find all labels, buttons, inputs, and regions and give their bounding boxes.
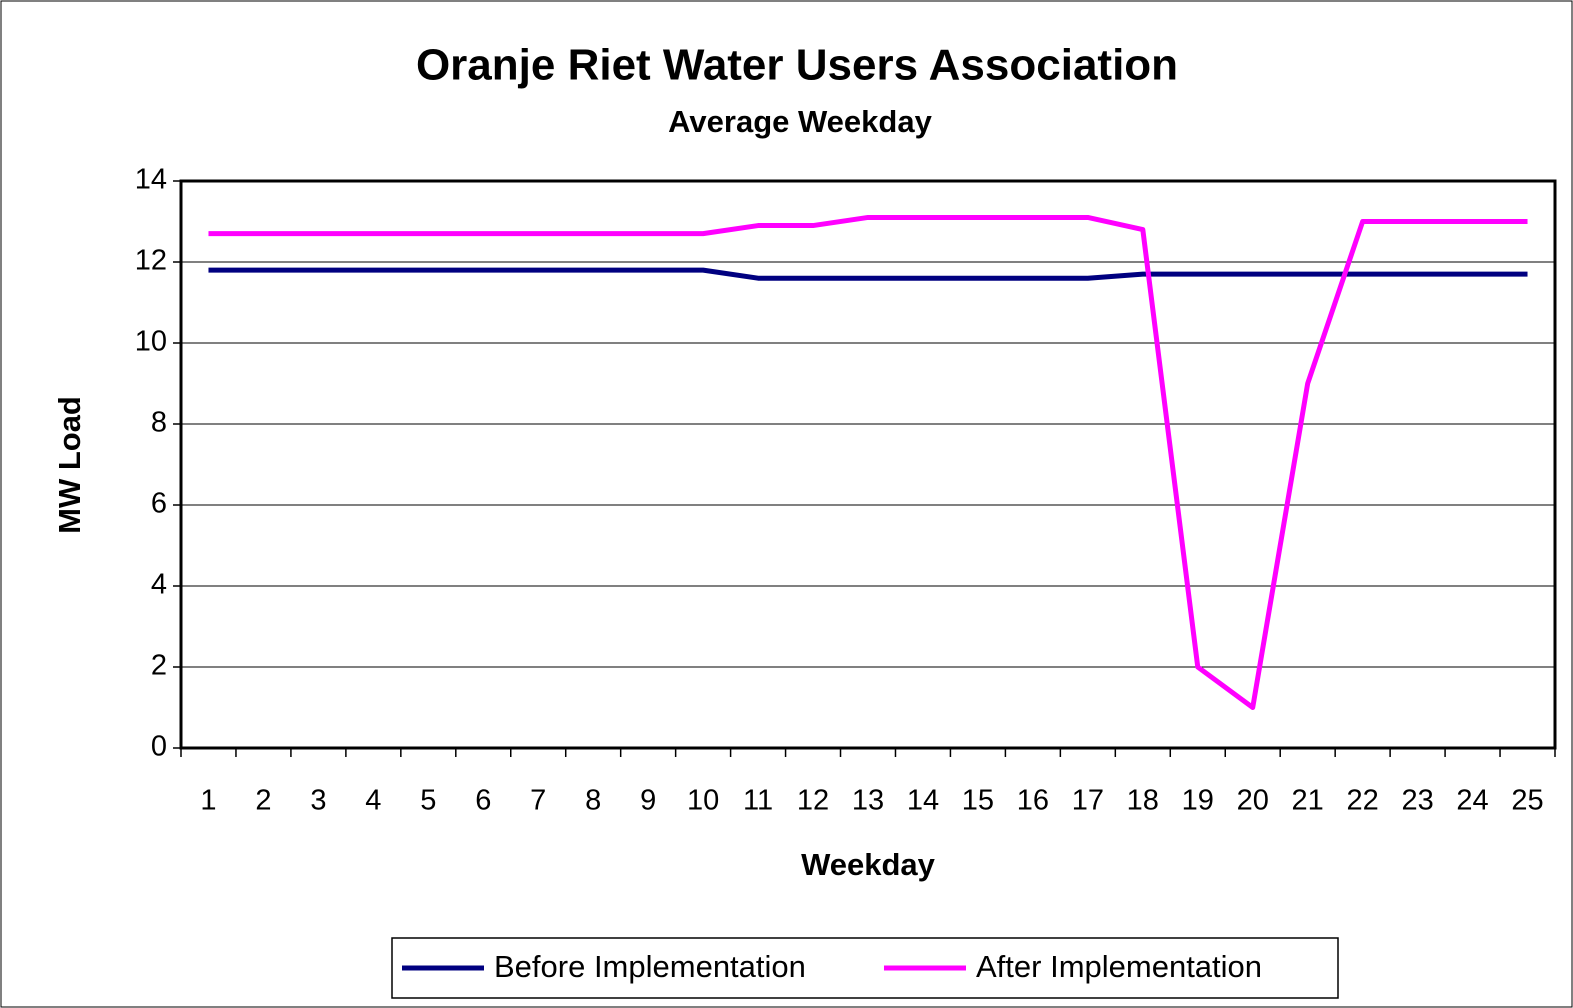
- x-tick-label: 6: [475, 785, 491, 817]
- x-tick-label: 20: [1237, 785, 1269, 817]
- x-tick-label: 14: [907, 785, 939, 817]
- x-tick-label: 25: [1511, 785, 1543, 817]
- x-axis-title: Weekday: [801, 847, 936, 882]
- x-tick-label: 10: [687, 785, 719, 817]
- x-tick-label: 17: [1072, 785, 1104, 817]
- y-tick-label: 4: [151, 569, 167, 601]
- chart-subtitle: Average Weekday: [668, 104, 932, 139]
- legend-label: After Implementation: [976, 949, 1262, 984]
- x-tick-label: 13: [852, 785, 884, 817]
- x-tick-label: 4: [365, 785, 381, 817]
- y-tick-label: 6: [151, 488, 167, 520]
- x-tick-label: 1: [200, 785, 216, 817]
- y-tick-label: 12: [135, 245, 167, 277]
- x-tick-label: 19: [1182, 785, 1214, 817]
- x-tick-label: 23: [1401, 785, 1433, 817]
- x-tick-label: 5: [420, 785, 436, 817]
- x-tick-label: 16: [1017, 785, 1049, 817]
- legend-box: [391, 937, 1339, 999]
- x-tick-label: 18: [1127, 785, 1159, 817]
- legend-label: Before Implementation: [494, 949, 806, 984]
- data-line: [208, 267, 1528, 281]
- y-tick-label: 10: [135, 326, 167, 358]
- x-tick-label: 2: [255, 785, 271, 817]
- y-tick-label: 8: [151, 407, 167, 439]
- x-tick-label: 9: [640, 785, 656, 817]
- x-tick-label: 3: [310, 785, 326, 817]
- data-line: [208, 214, 1528, 710]
- x-tick-label: 21: [1292, 785, 1324, 817]
- y-tick-label: 14: [135, 164, 167, 196]
- x-tick-label: 11: [743, 785, 773, 817]
- x-tick-label: 8: [585, 785, 601, 817]
- x-tick-label: 15: [962, 785, 994, 817]
- x-tick-label: 22: [1347, 785, 1379, 817]
- x-tick-label: 12: [797, 785, 829, 817]
- x-tick-label: 24: [1456, 785, 1488, 817]
- chart-title: Oranje Riet Water Users Association: [416, 41, 1178, 90]
- plot-border: [179, 179, 1557, 750]
- x-tick-label: 7: [530, 785, 546, 817]
- y-tick-label: 0: [151, 731, 167, 763]
- y-axis-title: MW Load: [52, 396, 87, 534]
- y-tick-label: 2: [151, 650, 167, 682]
